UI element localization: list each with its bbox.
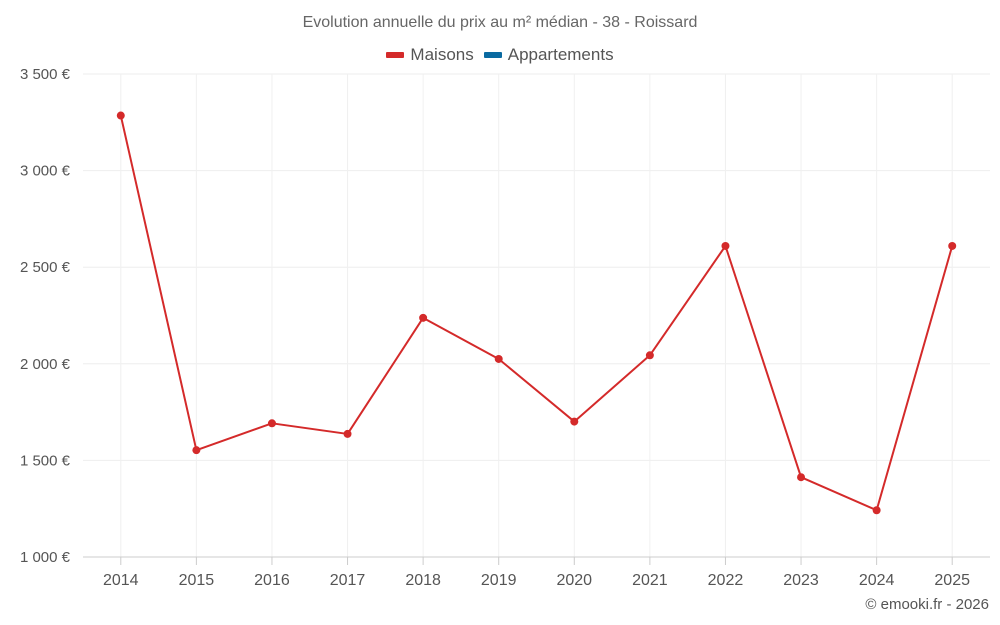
y-tick-label: 1 000 € [20,549,71,566]
x-tick-label: 2017 [330,572,366,589]
legend: Maisons Appartements [0,45,1000,65]
legend-label-maisons: Maisons [410,45,474,64]
data-point[interactable] [192,446,201,455]
data-point[interactable] [494,354,503,363]
data-point[interactable] [343,429,352,438]
x-tick-label: 2018 [405,572,441,589]
y-tick-label: 1 500 € [20,452,71,469]
data-point[interactable] [721,241,730,250]
legend-swatch-maisons [386,52,405,58]
y-tick-label: 3 500 € [20,66,71,83]
legend-label-appartements: Appartements [507,45,614,64]
legend-item-appartements[interactable]: Appartements [483,45,614,65]
data-point[interactable] [570,417,579,426]
x-tick-label: 2022 [708,572,744,589]
y-tick-label: 2 500 € [20,259,71,276]
data-point[interactable] [645,351,654,360]
legend-item-maisons[interactable]: Maisons [386,45,474,65]
x-tick-label: 2016 [254,572,290,589]
y-tick-label: 2 000 € [20,356,71,373]
x-tick-label: 2025 [934,572,970,589]
credits[interactable]: © emooki.fr - 2026 [865,596,989,613]
x-tick-label: 2014 [103,572,139,589]
data-point[interactable] [116,111,125,120]
x-tick-label: 2015 [179,572,215,589]
data-point[interactable] [948,241,957,250]
x-tick-label: 2021 [632,572,668,589]
chart-title: Evolution annuelle du prix au m² médian … [302,14,698,31]
x-tick-label: 2020 [556,572,592,589]
data-point[interactable] [797,473,806,482]
data-point[interactable] [267,419,276,428]
data-point[interactable] [872,506,881,515]
x-tick-label: 2023 [783,572,819,589]
data-point[interactable] [419,313,428,322]
series-line-maisons [119,115,954,512]
x-tick-label: 2019 [481,572,517,589]
x-tick-label: 2024 [859,572,895,589]
legend-swatch-appartements [483,52,502,58]
y-tick-label: 3 000 € [20,163,71,180]
